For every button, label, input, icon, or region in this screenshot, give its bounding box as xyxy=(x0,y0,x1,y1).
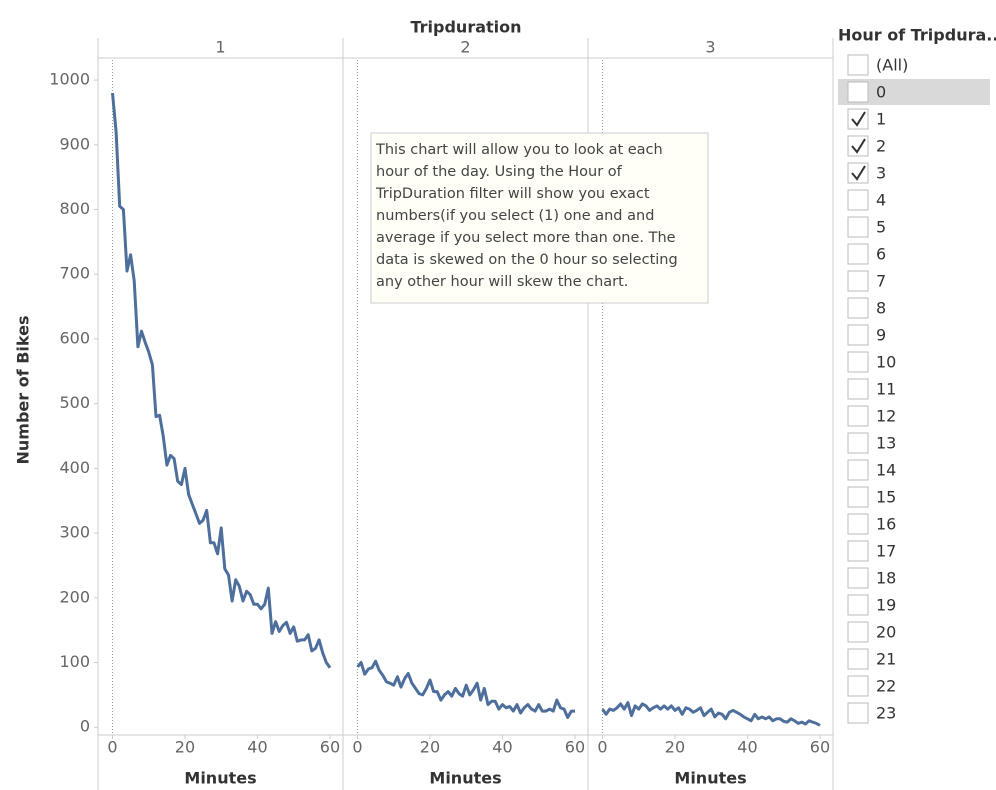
x-tick-label: 40 xyxy=(737,738,757,757)
filter-label[interactable]: 2 xyxy=(876,137,886,156)
checkbox[interactable] xyxy=(847,486,869,508)
checkbox[interactable] xyxy=(847,216,869,238)
chart-title: Tripduration xyxy=(410,18,521,37)
checkbox[interactable] xyxy=(847,189,869,211)
filter-label[interactable]: 11 xyxy=(876,380,896,399)
filter-label[interactable]: 3 xyxy=(876,164,886,183)
filter-label[interactable]: 15 xyxy=(876,488,896,507)
filter-label[interactable]: 8 xyxy=(876,299,886,318)
x-tick-label: 0 xyxy=(107,738,117,757)
x-tick-label: 20 xyxy=(175,738,195,757)
y-tick-label: 200 xyxy=(59,587,90,606)
x-axis-title: Minutes xyxy=(184,769,256,788)
filter-label[interactable]: 20 xyxy=(876,623,896,642)
filter-label[interactable]: 18 xyxy=(876,569,896,588)
checkbox[interactable] xyxy=(847,432,869,454)
annotation-line: TripDuration filter will show you exact xyxy=(375,186,650,202)
filter-label[interactable]: 12 xyxy=(876,407,896,426)
panel-title: 3 xyxy=(705,38,715,57)
y-tick-label: 1000 xyxy=(49,70,90,89)
checkmark xyxy=(851,165,866,181)
annotation-line: any other hour will skew the chart. xyxy=(376,274,628,290)
filter-label[interactable]: 16 xyxy=(876,515,896,534)
checkbox[interactable] xyxy=(847,54,869,76)
y-tick-label: 400 xyxy=(59,458,90,477)
y-axis-title: Number of Bikes xyxy=(14,315,33,464)
filter-label[interactable]: 13 xyxy=(876,434,896,453)
checkbox[interactable] xyxy=(847,513,869,535)
checkbox[interactable] xyxy=(847,81,869,103)
filter-label[interactable]: 10 xyxy=(876,353,896,372)
annotation-line: average if you select more than one. The xyxy=(376,230,676,246)
filter-label[interactable]: 17 xyxy=(876,542,896,561)
filter-title: Hour of Tripdura.. xyxy=(838,26,996,45)
filter-label[interactable]: 0 xyxy=(876,83,886,102)
y-tick-label: 0 xyxy=(80,717,90,736)
panel-title: 2 xyxy=(460,38,470,57)
checkbox[interactable] xyxy=(847,351,869,373)
checkmark xyxy=(851,138,866,154)
checkmark xyxy=(851,111,866,127)
y-tick-label: 700 xyxy=(59,264,90,283)
checkbox[interactable] xyxy=(847,459,869,481)
filter-label[interactable]: 7 xyxy=(876,272,886,291)
x-tick-label: 60 xyxy=(320,738,340,757)
x-tick-label: 40 xyxy=(247,738,267,757)
filter-label[interactable]: (All) xyxy=(876,56,908,75)
filter-label[interactable]: 14 xyxy=(876,461,896,480)
checkbox[interactable] xyxy=(847,540,869,562)
checkbox[interactable] xyxy=(847,675,869,697)
checkbox[interactable] xyxy=(847,594,869,616)
checkbox[interactable] xyxy=(847,297,869,319)
checkbox[interactable] xyxy=(847,378,869,400)
annotation-box xyxy=(370,132,709,304)
x-tick-label: 20 xyxy=(665,738,685,757)
x-tick-label: 20 xyxy=(420,738,440,757)
annotation-line: numbers(if you select (1) one and and xyxy=(376,208,654,224)
checkbox[interactable] xyxy=(847,270,869,292)
x-tick-label: 0 xyxy=(597,738,607,757)
checkbox[interactable] xyxy=(847,324,869,346)
y-tick-label: 600 xyxy=(59,328,90,347)
filter-label[interactable]: 21 xyxy=(876,650,896,669)
y-tick-label: 500 xyxy=(59,393,90,412)
filter-label[interactable]: 1 xyxy=(876,110,886,129)
y-tick-label: 800 xyxy=(59,199,90,218)
data-line xyxy=(356,659,575,719)
checkbox[interactable] xyxy=(847,243,869,265)
filter-label[interactable]: 22 xyxy=(876,677,896,696)
filter-label[interactable]: 19 xyxy=(876,596,896,615)
y-tick-label: 100 xyxy=(59,652,90,671)
annotation-line: hour of the day. Using the Hour of xyxy=(376,164,623,180)
data-line xyxy=(111,92,332,669)
checkbox[interactable] xyxy=(847,702,869,724)
data-line xyxy=(601,701,821,727)
checkbox[interactable] xyxy=(847,648,869,670)
y-tick-label: 300 xyxy=(59,523,90,542)
x-tick-label: 0 xyxy=(352,738,362,757)
filter-label[interactable]: 6 xyxy=(876,245,886,264)
annotation-line: data is skewed on the 0 hour so selectin… xyxy=(376,252,678,268)
annotation-line: This chart will allow you to look at eac… xyxy=(375,142,663,158)
checkbox[interactable] xyxy=(847,621,869,643)
filter-label[interactable]: 5 xyxy=(876,218,886,237)
filter-label[interactable]: 4 xyxy=(876,191,886,210)
checkbox[interactable] xyxy=(847,405,869,427)
filter-label[interactable]: 23 xyxy=(876,704,896,723)
x-axis-title: Minutes xyxy=(429,769,501,788)
x-axis-title: Minutes xyxy=(674,769,746,788)
panel-title: 1 xyxy=(215,38,225,57)
x-tick-label: 60 xyxy=(565,738,585,757)
x-tick-label: 40 xyxy=(492,738,512,757)
filter-label[interactable]: 9 xyxy=(876,326,886,345)
checkbox[interactable] xyxy=(847,567,869,589)
y-tick-label: 900 xyxy=(59,134,90,153)
x-tick-label: 60 xyxy=(810,738,830,757)
